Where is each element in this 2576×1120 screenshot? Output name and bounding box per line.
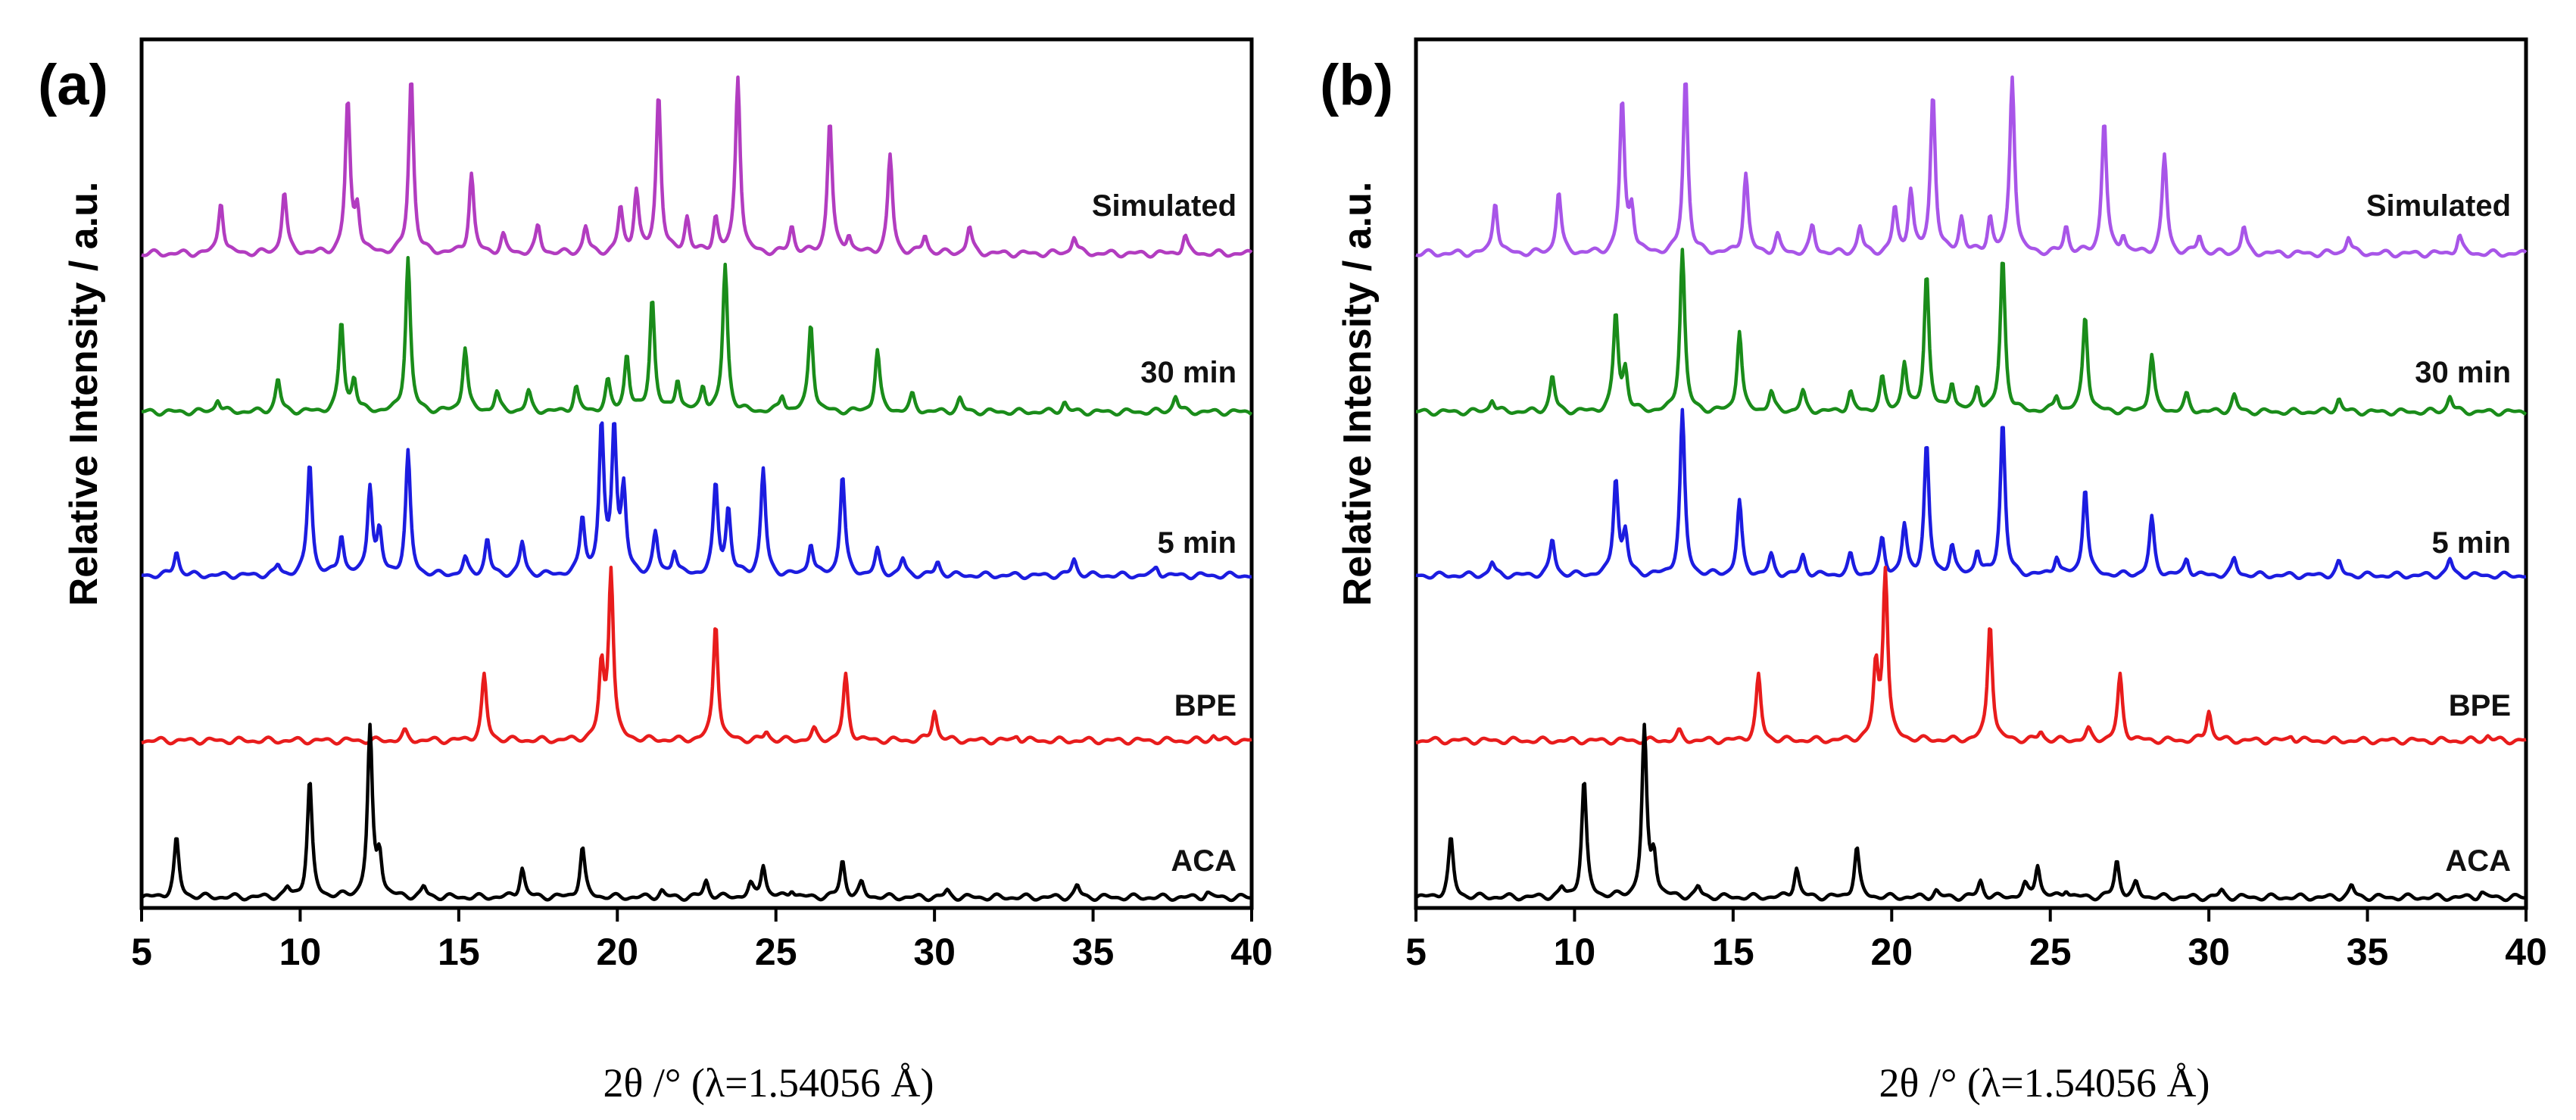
panel-a-x-tick-label-5: 5 [131, 931, 152, 973]
panel-b-label-30-min: 30 min [2415, 356, 2511, 389]
panel-b-label-bpe: BPE [2449, 689, 2511, 722]
panel-b-trace-30-min [1415, 248, 2528, 417]
panel-a-y-axis-title: Relative Intensity / a.u. [62, 182, 106, 607]
panel-a-x-ticks: 5 10 15 20 25 30 35 40 [131, 908, 1273, 973]
panel-a-trace-5-min [141, 421, 1252, 581]
panel-b-x-tick-label-35: 35 [2347, 931, 2389, 973]
panel-b-trace-aca [1414, 722, 2527, 903]
panel-b-x-tick-label-40: 40 [2505, 931, 2547, 973]
panel-a-x-tick-label-40: 40 [1230, 931, 1273, 973]
panel-a-label: (a) [38, 53, 108, 117]
panel-b-y-axis-title: Relative Intensity / a.u. [1336, 182, 1380, 607]
panel-b-traces [1414, 75, 2528, 903]
panel-b-series-labels: Simulated 30 min 5 min BPE ACA [2366, 189, 2511, 878]
panel-b-x-tick-label-30: 30 [2188, 931, 2230, 973]
panel-b-x-tick-label-10: 10 [1554, 931, 1596, 973]
panel-a-x-tick-label-10: 10 [279, 931, 322, 973]
panel-a: (a) Relative Intensity / a.u. 2θ /° (λ=1… [38, 37, 1273, 1106]
panel-b-trace-simulated [1415, 75, 2528, 259]
panel-b-x-tick-label-20: 20 [1870, 931, 1913, 973]
panel-b-label-simulated: Simulated [2366, 189, 2511, 223]
panel-a-x-tick-label-20: 20 [596, 931, 638, 973]
panel-b-x-axis-title: 2θ /° (λ=1.54056 Å) [1879, 1060, 2210, 1106]
panel-b-x-tick-label-25: 25 [2029, 931, 2072, 973]
panel-a-x-tick-label-15: 15 [438, 931, 480, 973]
panel-a-trace-30-min [141, 255, 1253, 417]
panel-b-label-aca: ACA [2445, 844, 2511, 878]
panel-b: (b) Relative Intensity / a.u. 2θ /° (λ=1… [1320, 37, 2547, 1106]
panel-a-label-simulated: Simulated [1092, 189, 1237, 223]
panel-b-trace-5-min [1415, 407, 2527, 581]
panel-a-label-30-min: 30 min [1140, 356, 1237, 389]
panel-b-label: (b) [1320, 53, 1393, 117]
panel-a-label-aca: ACA [1171, 844, 1237, 878]
panel-a-trace-aca [140, 722, 1252, 903]
panel-b-plot-frame [1414, 37, 2528, 910]
panel-a-x-tick-label-35: 35 [1072, 931, 1115, 973]
panel-a-label-5-min: 5 min [1158, 526, 1237, 560]
panel-a-series-labels: Simulated 30 min 5 min BPE ACA [1092, 189, 1237, 878]
panel-a-traces [140, 75, 1253, 903]
panel-b-x-ticks: 5 10 15 20 25 30 35 40 [1405, 908, 2547, 973]
panel-b-x-tick-label-5: 5 [1405, 931, 1427, 973]
panel-a-x-tick-label-25: 25 [755, 931, 797, 973]
panel-a-x-tick-label-30: 30 [913, 931, 956, 973]
panel-a-x-axis-title: 2θ /° (λ=1.54056 Å) [603, 1060, 934, 1106]
panel-a-label-bpe: BPE [1174, 689, 1237, 722]
panel-b-x-tick-label-15: 15 [1712, 931, 1754, 973]
panel-b-trace-bpe [1415, 566, 2527, 746]
panel-a-trace-simulated [141, 75, 1253, 259]
panel-a-plot-frame [139, 37, 1254, 910]
panel-b-label-5-min: 5 min [2432, 526, 2511, 560]
panel-a-trace-bpe [141, 566, 1252, 746]
